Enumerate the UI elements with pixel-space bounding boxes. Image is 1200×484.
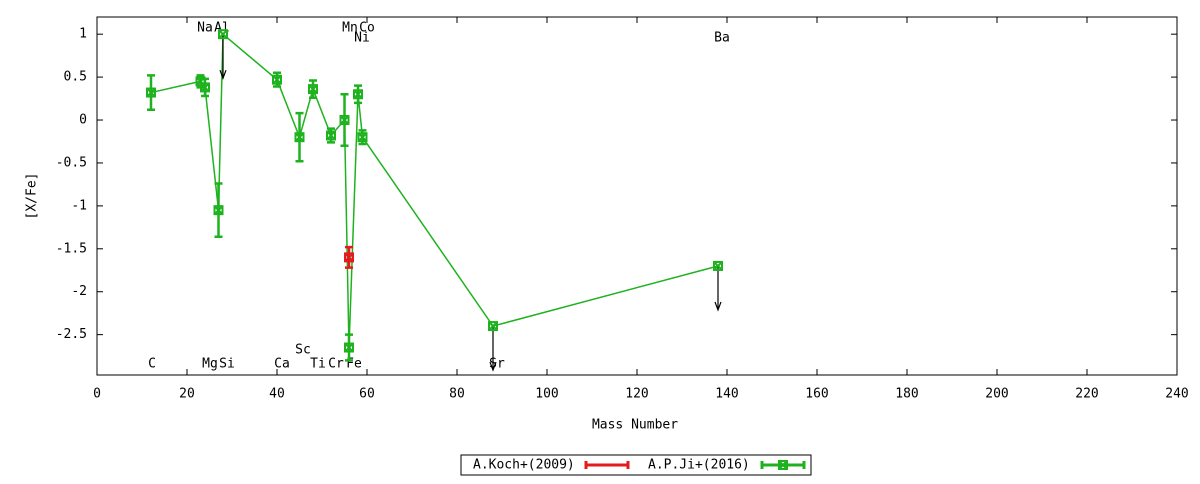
point: [213, 205, 224, 216]
point-part: [778, 460, 788, 470]
y-tick-label: 1: [79, 27, 87, 42]
point: [326, 130, 336, 141]
element-label: Ba: [714, 31, 730, 46]
point-part: [353, 89, 363, 100]
x-tick-label: 240: [1165, 387, 1188, 402]
x-tick-label: 140: [715, 387, 738, 402]
point-part: [200, 82, 210, 93]
y-tick-label: -1.5: [56, 241, 87, 256]
point-part: [344, 342, 354, 353]
x-tick-label: 0: [93, 387, 101, 402]
point: [308, 84, 318, 95]
y-tick-label: 0: [79, 113, 87, 128]
x-tick-label: 160: [805, 387, 828, 402]
element-label: Mg: [202, 357, 218, 372]
element-label: Na: [197, 21, 213, 36]
point-part: [200, 82, 210, 93]
legend-label: A.P.Ji+(2016): [648, 458, 750, 473]
point: [200, 82, 210, 93]
element-label: Sc: [295, 343, 311, 358]
point-part: [308, 84, 318, 94]
point-part: [344, 252, 354, 263]
point-part: [272, 74, 282, 85]
point-part: [326, 130, 336, 141]
upper-limit-arrow: [219, 34, 227, 80]
y-tick-label: -2.5: [56, 327, 87, 342]
series-line: [150, 32, 719, 348]
point-part: [353, 89, 363, 99]
x-tick-label: 60: [359, 387, 375, 402]
point: [218, 29, 228, 40]
point: [357, 132, 368, 143]
y-axis-label: [X/Fe]: [25, 173, 40, 220]
point-part: [713, 261, 723, 271]
point-part: [357, 132, 368, 142]
point-part: [213, 205, 224, 216]
point-part: [357, 132, 368, 143]
point-part: [146, 87, 156, 98]
point-part: [294, 132, 305, 143]
point: [353, 89, 363, 100]
x-tick-label: 120: [625, 387, 648, 402]
point-part: [339, 115, 350, 125]
element-label: Si: [219, 357, 235, 372]
point-part: [488, 321, 498, 332]
point-part: [778, 460, 788, 470]
legend-box: [460, 454, 812, 476]
x-tick-label: 40: [269, 387, 285, 402]
element-label: C: [148, 357, 156, 372]
x-tick-label: 100: [535, 387, 558, 402]
point: [344, 252, 354, 263]
point-part: [326, 130, 336, 141]
legend-label: A.Koch+(2009): [473, 458, 575, 473]
point-part: [488, 321, 498, 331]
upper-limit-arrow: [489, 326, 497, 372]
y-tick-label: -1: [71, 198, 87, 213]
element-label: Cr: [328, 357, 344, 372]
point: [713, 260, 723, 271]
point: [146, 87, 156, 98]
y-tick-label: 0.5: [64, 70, 87, 85]
point-part: [218, 29, 228, 40]
point-part: [294, 132, 305, 142]
point-part: [308, 84, 318, 95]
point-part: [339, 115, 350, 126]
point-part: [344, 342, 354, 353]
element-label: Ca: [274, 357, 290, 372]
legend-swatch: [584, 461, 630, 469]
point: [339, 115, 350, 126]
element-label: Sr: [489, 357, 505, 372]
x-tick-label: 180: [895, 387, 918, 402]
point-part: [272, 74, 282, 85]
point-part: [213, 205, 224, 215]
element-label: Ti: [310, 357, 326, 372]
point-part: [146, 87, 156, 98]
point: [294, 132, 305, 143]
plot-frame: [96, 16, 1178, 376]
point: [344, 342, 354, 353]
x-tick-label: 200: [985, 387, 1008, 402]
y-tick-label: -0.5: [56, 155, 87, 170]
upper-limit-arrow: [714, 265, 722, 312]
x-tick-label: 80: [449, 387, 465, 402]
point-part: [218, 29, 228, 39]
point: [488, 321, 498, 332]
element-label: Mn: [342, 21, 358, 36]
point: [272, 74, 282, 85]
legend-marker: [778, 460, 788, 470]
point-part: [344, 252, 354, 263]
y-tick-label: -2: [71, 284, 87, 299]
x-axis-label: Mass Number: [592, 418, 678, 433]
point-part: [713, 260, 723, 271]
element-label: Co: [359, 21, 375, 36]
element-label: Ni: [354, 31, 370, 46]
x-tick-label: 220: [1075, 387, 1098, 402]
x-tick-label: 20: [179, 387, 195, 402]
